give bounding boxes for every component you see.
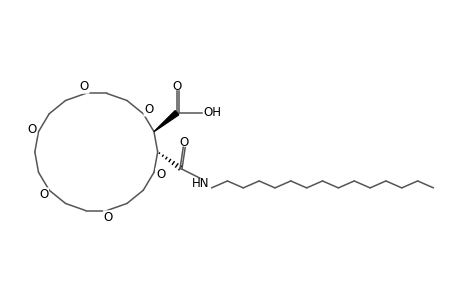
Text: O: O [103, 211, 112, 224]
Text: HN: HN [191, 177, 209, 190]
Text: OH: OH [203, 106, 221, 119]
Text: O: O [179, 136, 188, 149]
Text: O: O [79, 80, 89, 93]
Text: O: O [156, 168, 165, 181]
Text: O: O [39, 188, 48, 201]
Text: O: O [144, 103, 153, 116]
Text: O: O [172, 80, 181, 92]
Polygon shape [154, 111, 178, 132]
Text: O: O [27, 123, 37, 136]
